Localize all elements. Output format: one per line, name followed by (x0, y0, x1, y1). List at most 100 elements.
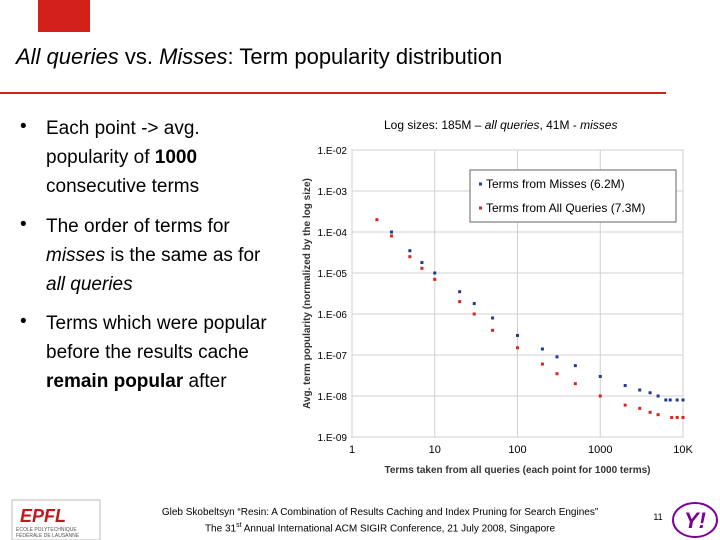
text: all queries (484, 118, 540, 132)
bullet-dot: • (20, 116, 27, 137)
text: , 41M - (539, 118, 581, 132)
point (555, 372, 559, 376)
point (408, 249, 412, 253)
text: st (236, 522, 242, 529)
logo-text: FÉDÉRALE DE LAUSANNE (16, 532, 80, 539)
text: Annual International ACM SIGIR Conferenc… (241, 523, 556, 535)
footer-line: The 31st Annual International ACM SIGIR … (100, 522, 660, 534)
legend-box (469, 169, 677, 223)
y-tick-label: 1.E-09 (318, 433, 348, 444)
point (573, 364, 577, 368)
logo-text: Y! (684, 508, 706, 533)
legend-marker (479, 182, 482, 186)
bullet: Each point -> avg. popularity of 1000 co… (46, 114, 272, 201)
text: The order of terms for (46, 216, 230, 237)
y-tick-label: 1.E-02 (318, 146, 348, 157)
x-tick-label: 1 (349, 444, 355, 456)
chart-note: Log sizes: 185M – all queries, 41M - mis… (384, 118, 617, 132)
point (638, 388, 642, 392)
point (433, 271, 437, 275)
slide-title: All queries vs. Misses: Term popularity … (16, 44, 502, 70)
x-axis-label: Terms taken from all queries (each point… (384, 465, 650, 476)
text: Terms which were popular before the resu… (46, 313, 267, 363)
point (516, 333, 519, 337)
x-tick-label: 10K (673, 444, 693, 456)
bullet-dot: • (20, 214, 27, 235)
title-part: : Term popularity distribution (227, 44, 503, 69)
legend-marker (479, 206, 482, 210)
point (472, 312, 476, 316)
point (491, 316, 495, 320)
epfl-logo: EPFL ÉCOLE POLYTECHNIQUE FÉDÉRALE DE LAU… (11, 499, 101, 540)
point (491, 328, 495, 332)
point (648, 391, 652, 395)
logo-frame (11, 499, 101, 540)
point (598, 374, 602, 378)
point (516, 346, 519, 350)
point (598, 394, 602, 398)
point (623, 384, 627, 388)
bullet-dot: • (20, 311, 27, 332)
point (638, 406, 642, 410)
point (433, 277, 437, 281)
bullet: The order of terms for misses is the sam… (46, 212, 272, 299)
page-number: 11 (653, 512, 662, 522)
x-tick-label: 10 (429, 444, 441, 456)
point (573, 382, 577, 386)
point (458, 290, 462, 294)
text: Each point -> avg. popularity of (46, 118, 200, 168)
title-part: All queries (16, 44, 119, 69)
y-tick-label: 1.E-03 (318, 187, 348, 198)
legend-label: Terms from All Queries (7.3M) (486, 201, 645, 215)
point (540, 362, 544, 366)
point (675, 415, 679, 419)
point (420, 266, 424, 270)
text: consecutive terms (46, 176, 200, 197)
point (664, 398, 668, 402)
text: all queries (46, 274, 133, 295)
point (681, 398, 685, 402)
text: after (183, 371, 227, 392)
x-tick-label: 1000 (588, 444, 612, 456)
point (375, 218, 379, 222)
point (623, 403, 627, 407)
yahoo-logo: Y! (672, 502, 718, 538)
point (540, 347, 544, 351)
footer-line: Gleb Skobeltsyn “Resin: A Combination of… (161, 507, 599, 518)
text: Log sizes: 185M – (384, 118, 485, 132)
legend-label: Terms from Misses (6.2M) (486, 177, 625, 191)
point (408, 255, 412, 259)
point (675, 398, 679, 402)
title-part: vs. (118, 44, 160, 69)
text: The 31 (204, 523, 237, 535)
point (555, 355, 559, 359)
y-tick-label: 1.E-04 (318, 228, 348, 239)
point (656, 394, 660, 398)
point (420, 261, 424, 265)
point (458, 300, 462, 304)
point (389, 234, 393, 238)
point (670, 415, 674, 419)
y-axis-label: Avg. term popularity (normalized by the … (302, 178, 313, 409)
bullet: Terms which were popular before the resu… (46, 309, 272, 396)
point (668, 398, 672, 402)
point (656, 413, 660, 417)
text: 1000 (154, 147, 198, 168)
logo-text: ÉCOLE POLYTECHNIQUE (16, 526, 77, 533)
y-tick-label: 1.E-08 (318, 392, 348, 403)
y-tick-label: 1.E-07 (318, 351, 348, 362)
text: misses (46, 245, 106, 266)
text: remain popular (46, 371, 184, 392)
accent-block (38, 0, 90, 32)
point (681, 415, 685, 419)
y-tick-label: 1.E-06 (318, 310, 348, 321)
title-part: Misses (159, 44, 228, 69)
text: misses (580, 118, 618, 132)
logo-text: EPFL (20, 506, 66, 526)
text: is the same as for (105, 245, 261, 266)
point (648, 410, 652, 414)
logo-ring (672, 502, 718, 538)
point (389, 230, 393, 234)
